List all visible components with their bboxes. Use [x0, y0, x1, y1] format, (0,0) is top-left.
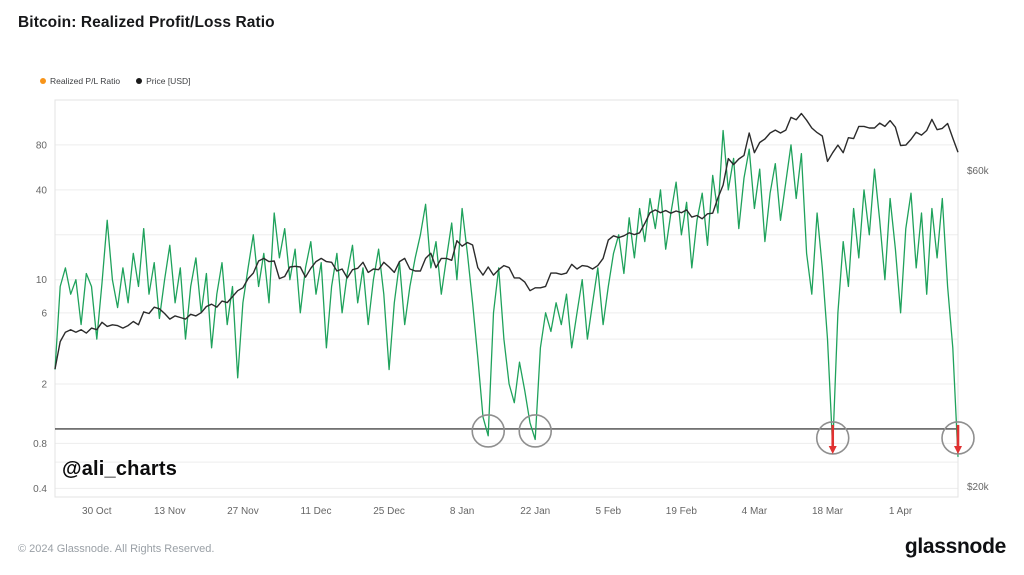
x-tick-label: 11 Dec: [301, 506, 332, 517]
annotation-arrowhead: [828, 445, 837, 454]
y-right-tick-label: $20k: [967, 482, 990, 493]
footer-copyright: © 2024 Glassnode. All Rights Reserved.: [18, 543, 215, 555]
x-tick-label: 27 Nov: [227, 506, 259, 517]
x-tick-label: 4 Mar: [742, 506, 768, 517]
x-tick-label: 18 Mar: [812, 506, 844, 517]
y-left-tick-label: 80: [36, 140, 48, 151]
y-left-tick-label: 0.8: [33, 439, 47, 450]
x-tick-label: 1 Apr: [889, 506, 913, 517]
x-tick-label: 30 Oct: [82, 506, 112, 517]
plot-border: [54, 99, 959, 498]
price-legend-dot-icon: [136, 78, 143, 84]
x-tick-label: 19 Feb: [666, 506, 698, 517]
annotation-circle: [471, 414, 506, 448]
annotation-arrowhead: [954, 445, 962, 454]
legend-label-ratio: Realized P/L Ratio: [50, 76, 121, 86]
glassnode-logo: glassnode: [904, 535, 1006, 558]
ratio-legend-dot-icon: [40, 78, 46, 84]
legend-item-ratio[interactable]: Realized P/L Ratio: [40, 76, 120, 86]
x-tick-label: 8 Jan: [450, 506, 474, 517]
x-tick-label: 25 Dec: [373, 506, 405, 517]
ratio-series-line: [54, 129, 959, 457]
y-left-tick-label: 6: [41, 308, 47, 319]
page-title: Bitcoin: Realized Profit/Loss Ratio: [18, 14, 275, 31]
y-left-tick-label: 10: [36, 275, 48, 286]
y-left-tick-label: 40: [36, 185, 48, 196]
y-left-tick-label: 2: [41, 380, 47, 391]
y-left-tick-label: 0.4: [33, 484, 47, 495]
legend-item-price[interactable]: Price [USD]: [136, 76, 191, 86]
x-tick-label: 22 Jan: [520, 506, 550, 517]
y-right-tick-label: $60k: [967, 166, 990, 177]
chart-legend: Realized P/L Ratio Price [USD]: [40, 76, 191, 86]
annotation-circle: [518, 414, 553, 448]
x-tick-label: 5 Feb: [595, 506, 621, 517]
price-series-line: [54, 112, 959, 370]
legend-label-price: Price [USD]: [146, 76, 191, 86]
watermark: @ali_charts: [62, 458, 178, 480]
x-tick-label: 13 Nov: [154, 506, 186, 517]
